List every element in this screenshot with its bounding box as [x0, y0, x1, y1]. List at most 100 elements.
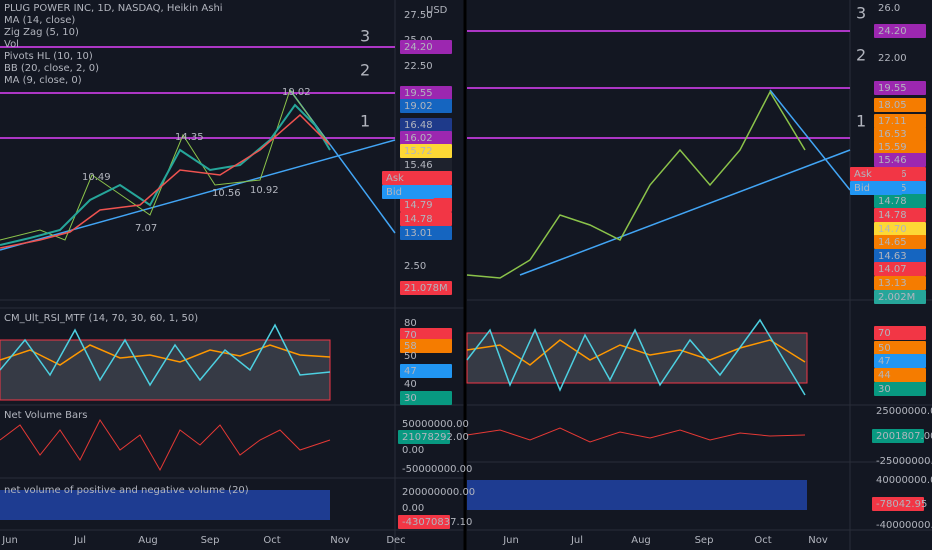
- x-axis-label: Jul: [73, 535, 86, 546]
- wave-number: 3: [360, 27, 370, 46]
- bid: Bid: [386, 187, 402, 198]
- wave-number: 2: [360, 61, 370, 80]
- rsi-axis-box: [400, 339, 452, 353]
- price-label-box: [874, 114, 926, 128]
- rsi-axis: 50: [878, 343, 891, 354]
- price-label: 19.02: [404, 101, 433, 112]
- price-label: 22.50: [404, 61, 433, 72]
- nvb-axis: 21078292.00: [402, 432, 469, 443]
- nv-axis-box: [398, 515, 450, 529]
- price-label-box: [400, 99, 452, 113]
- x-axis-label: Nov: [808, 535, 828, 546]
- price-label-box: [874, 290, 926, 304]
- price-label-box: [400, 40, 452, 54]
- x-axis-label: Oct: [754, 535, 771, 546]
- x-axis-label: Sep: [695, 535, 714, 546]
- x-axis-label: Jun: [502, 535, 519, 546]
- pivot-label: 10.49: [82, 172, 111, 183]
- rsi-axis-box: [400, 364, 452, 378]
- net-volume-bars-title: Net Volume Bars: [4, 410, 87, 421]
- rsi-axis: 70: [878, 328, 891, 339]
- price-label: 2.50: [404, 261, 426, 272]
- price-label: 26.0: [878, 3, 900, 14]
- rsi-axis-box: [874, 326, 926, 340]
- nv-axis-box: [872, 497, 924, 511]
- price-label-box: [874, 208, 926, 222]
- bid-box: [850, 181, 902, 195]
- price-label: 14.65: [878, 237, 907, 248]
- x-axis-label: Jul: [570, 535, 583, 546]
- price-label-box: [400, 281, 452, 295]
- nvb-axis: 2001807.00: [876, 431, 932, 442]
- x-axis-label: Jun: [1, 535, 18, 546]
- price-label-box: [400, 131, 452, 145]
- rsi-axis: 47: [878, 356, 891, 367]
- price-label-box: [874, 98, 926, 112]
- pivot-label: 14.35: [175, 132, 204, 143]
- price-label: 24.20: [878, 26, 907, 37]
- price-label-box: [874, 276, 926, 290]
- price-label-box: [874, 249, 926, 263]
- price-label: 16.48: [404, 120, 433, 131]
- rsi-axis: 50: [404, 351, 417, 362]
- price-label: 21.078M: [404, 283, 448, 294]
- wave-number: 3: [856, 4, 866, 23]
- rsi-title: CM_Ult_RSI_MTF (14, 70, 30, 60, 1, 50): [4, 313, 198, 324]
- indicator-name: Zig Zag (5, 10): [4, 27, 79, 38]
- nv-axis: 200000000.00: [402, 487, 475, 498]
- wave-number: 2: [856, 46, 866, 65]
- price-label: 15.46: [878, 155, 907, 166]
- price-label: 24.20: [404, 42, 433, 53]
- ask-box: [382, 171, 434, 185]
- ask: Ask: [386, 173, 404, 184]
- price-label: 13.13: [878, 278, 907, 289]
- price-label-box: [874, 140, 926, 154]
- pivot-label: 7.07: [135, 223, 157, 234]
- bid: Bid: [854, 183, 870, 194]
- currency: USD: [426, 5, 448, 16]
- nv-axis: 0.00: [402, 503, 424, 514]
- price-label-box: [400, 158, 452, 172]
- price-label: 18.05: [878, 100, 907, 111]
- nvb-axis: -25000000.00: [876, 456, 932, 467]
- price-label-box: [874, 24, 926, 38]
- nv-axis: 40000000.00: [876, 475, 932, 486]
- ask: Ask: [854, 169, 872, 180]
- x-axis-label: Nov: [330, 535, 350, 546]
- price-label: 14.78: [404, 214, 433, 225]
- price-label-box: [874, 194, 926, 208]
- x-axis-label: Dec: [386, 535, 405, 546]
- price-label-box: [400, 226, 452, 240]
- price-label: 15.46: [404, 160, 433, 171]
- ask-box: [850, 167, 902, 181]
- nv-axis: -40000000.00: [876, 520, 932, 531]
- net-volume-title: net volume of positive and negative volu…: [4, 485, 249, 496]
- price-label: 14.78: [878, 196, 907, 207]
- indicator-name: BB (20, close, 2, 0): [4, 63, 99, 74]
- nvb-axis: 50000000.00: [402, 419, 469, 430]
- price-label: 27.50: [404, 10, 433, 21]
- x-axis-label: Sep: [201, 535, 220, 546]
- rsi-axis: 44: [878, 370, 891, 381]
- rsi-axis-box: [400, 391, 452, 405]
- price-label-box: [400, 86, 452, 100]
- price-label: 14.78: [878, 210, 907, 221]
- price-label: 15.59: [878, 142, 907, 153]
- symbol-title: PLUG POWER INC, 1D, NASDAQ, Heikin Ashi: [4, 3, 223, 14]
- rsi-axis-box: [874, 382, 926, 396]
- price-label-box: [400, 198, 452, 212]
- pivot-label: 10.92: [250, 185, 279, 196]
- x-axis-label: Aug: [631, 535, 651, 546]
- indicator-name: MA (9, close, 0): [4, 75, 82, 86]
- price-label-box: [874, 262, 926, 276]
- indicator-name: MA (14, close): [4, 15, 75, 26]
- nvb-axis: 0.00: [402, 445, 424, 456]
- nv-axis: -78042.95: [876, 499, 927, 510]
- rsi-axis-box: [400, 328, 452, 342]
- rsi-axis: 58: [404, 341, 417, 352]
- nvb-axis-box: [872, 429, 924, 443]
- price-label-box: [400, 144, 452, 158]
- nv-axis: -43070837.10: [402, 517, 472, 528]
